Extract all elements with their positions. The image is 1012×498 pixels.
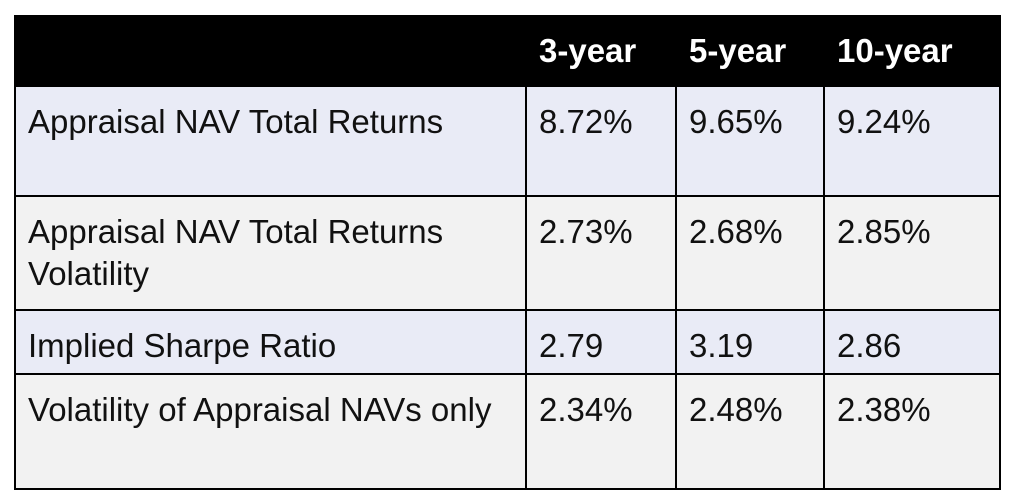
cell-10-year: 2.86 (823, 309, 1001, 375)
table-body: Appraisal NAV Total Returns 8.72% 9.65% … (14, 85, 1001, 490)
cell-3-year: 2.79 (525, 309, 677, 375)
cell-10-year: 2.85% (823, 195, 1001, 311)
cell-3-year: 2.34% (525, 373, 677, 490)
cell-10-year: 9.24% (823, 85, 1001, 197)
cell-3-year: 8.72% (525, 85, 677, 197)
returns-table: 3-year 5-year 10-year Appraisal NAV Tota… (14, 15, 1001, 490)
header-cell-3-year: 3-year (525, 15, 677, 87)
returns-table-container: 3-year 5-year 10-year Appraisal NAV Tota… (14, 15, 1001, 490)
table-row: Implied Sharpe Ratio 2.79 3.19 2.86 (14, 309, 1001, 375)
row-label: Appraisal NAV Total Returns Volatility (14, 195, 527, 311)
header-cell-10-year: 10-year (823, 15, 1001, 87)
cell-5-year: 3.19 (675, 309, 825, 375)
cell-5-year: 9.65% (675, 85, 825, 197)
row-label: Implied Sharpe Ratio (14, 309, 527, 375)
header-row: 3-year 5-year 10-year (14, 15, 1001, 87)
cell-5-year: 2.68% (675, 195, 825, 311)
header-cell-5-year: 5-year (675, 15, 825, 87)
table-row: Appraisal NAV Total Returns Volatility 2… (14, 195, 1001, 311)
table-header: 3-year 5-year 10-year (14, 15, 1001, 87)
row-label: Volatility of Appraisal NAVs only (14, 373, 527, 490)
table-row: Appraisal NAV Total Returns 8.72% 9.65% … (14, 85, 1001, 197)
cell-5-year: 2.48% (675, 373, 825, 490)
cell-10-year: 2.38% (823, 373, 1001, 490)
cell-3-year: 2.73% (525, 195, 677, 311)
table-row: Volatility of Appraisal NAVs only 2.34% … (14, 373, 1001, 490)
header-cell-label (14, 15, 527, 87)
row-label: Appraisal NAV Total Returns (14, 85, 527, 197)
